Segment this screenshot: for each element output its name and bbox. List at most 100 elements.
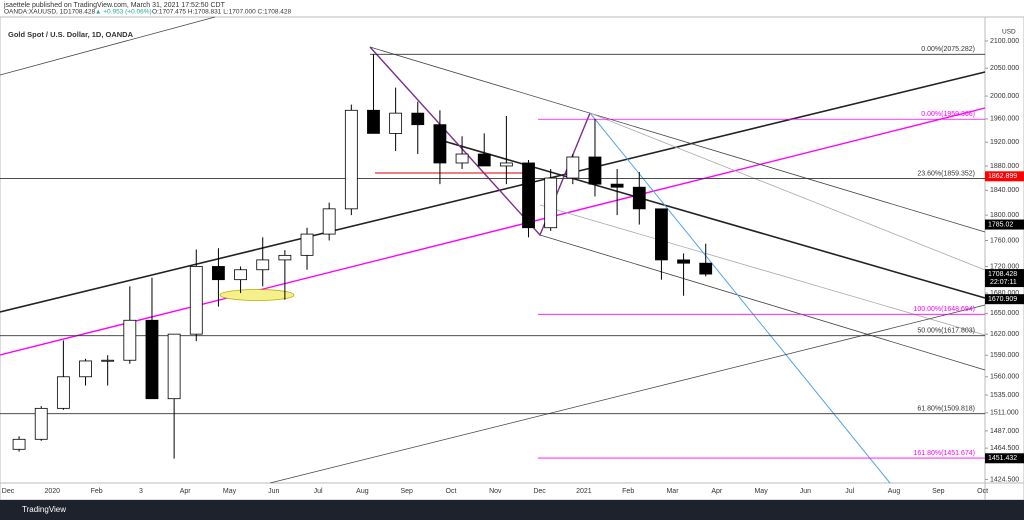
y-tick-label: 1620.000 (990, 331, 1019, 338)
x-tick-label: 3 (139, 488, 143, 495)
candle-body (167, 333, 181, 400)
price-label: 1862.899 (988, 173, 1017, 180)
candle-body (677, 259, 690, 264)
y-tick-label: 2050.000 (990, 65, 1019, 72)
quote: 1708.428 (68, 9, 95, 16)
fib-label: 100.00%(1648.694) (914, 306, 976, 313)
candle-body (189, 266, 203, 335)
symbol: OANDA:XAUUSD, 1D (4, 9, 68, 16)
x-tick-label: Mar (666, 488, 679, 495)
price-label: 1451.432 (988, 455, 1017, 462)
y-tick-label: 1424.500 (990, 476, 1019, 483)
candle-body (123, 319, 137, 361)
fib-label: 23.60%(1859.352) (917, 170, 975, 177)
x-tick-label: Oct (446, 488, 457, 495)
y-tick-label: 1840.000 (990, 187, 1019, 194)
candle-body (389, 112, 403, 134)
y-tick-label: 1487.000 (990, 428, 1019, 435)
candle-body (278, 254, 292, 261)
x-tick-label: Feb (622, 488, 634, 495)
y-tick-label: 1590.000 (990, 352, 1019, 359)
candle-body (56, 376, 70, 409)
x-tick-label: Sep (400, 488, 413, 495)
fib-label: 50.00%(1617.803) (917, 328, 975, 335)
x-tick-label: 2021 (576, 488, 592, 495)
candle-body (655, 208, 668, 261)
price-label: 1708.428 (988, 271, 1017, 278)
candle-body (632, 186, 646, 210)
fib-label: 161.80%(1451.674) (914, 450, 976, 457)
y-tick-label: 1650.000 (990, 310, 1019, 317)
y-tick-label: 1800.000 (990, 212, 1019, 219)
price-label: 1785.02 (988, 221, 1013, 228)
x-tick-label: Jul (314, 488, 323, 495)
x-tick-label: Jun (800, 488, 811, 495)
candle-body (499, 162, 513, 167)
x-tick-label: May (223, 488, 237, 495)
x-tick-label: Feb (91, 488, 103, 495)
countdown: 22:07:11 (990, 279, 1017, 286)
x-tick-label: Jul (845, 488, 854, 495)
fib-label: 0.00%(2075.282) (921, 46, 975, 53)
x-tick-label: Oct (977, 488, 988, 495)
x-tick-label: Aug (888, 488, 901, 495)
y-tick-label: 1680.000 (990, 290, 1019, 297)
x-tick-label: Sep (932, 488, 945, 495)
y-tick-label: 1511.000 (990, 410, 1019, 417)
candle-body (610, 183, 624, 188)
x-tick-label: Dec (533, 488, 546, 495)
candle-body (566, 156, 580, 179)
x-tick-label: Aug (356, 488, 369, 495)
candle-body (522, 162, 535, 229)
candle-body (300, 233, 314, 256)
price-label-box (985, 269, 1024, 288)
candle-body (411, 112, 425, 126)
candle-body (212, 266, 225, 281)
candle-body (477, 153, 491, 167)
currency: USD (1002, 29, 1016, 36)
candle-body (322, 208, 336, 235)
candle-body (79, 360, 92, 378)
ohlc: O:1707.475 H:1708.831 L:1707.000 C:1708.… (152, 9, 292, 16)
y-tick-label: 1880.000 (990, 163, 1019, 170)
y-tick-label: 2000.000 (990, 93, 1019, 100)
x-tick-label: Dec (2, 488, 15, 495)
candle-body (34, 407, 48, 440)
x-tick-label: May (754, 488, 768, 495)
candle-body (455, 153, 469, 164)
price-label-box (985, 294, 1024, 305)
change: ▲ +0.953 (+0.06%) (95, 9, 152, 16)
y-tick-label: 1960.000 (990, 116, 1019, 123)
price-label-box (985, 453, 1024, 464)
y-tick-label: 1760.000 (990, 237, 1019, 244)
candle-body (544, 177, 558, 229)
candle-body (699, 262, 713, 275)
price-label-box (985, 219, 1024, 230)
y-tick-label: 1720.000 (990, 263, 1019, 270)
x-tick-label: Apr (180, 488, 192, 495)
candle-body (344, 109, 358, 210)
candle-body (256, 259, 270, 271)
candle-body (367, 109, 380, 134)
x-tick-label: 2020 (45, 488, 61, 495)
fib-label: 61.80%(1509.818) (917, 406, 975, 413)
y-tick-label: 1464.500 (990, 445, 1019, 452)
y-tick-label: 1535.000 (990, 392, 1019, 399)
y-tick-label: 2100.000 (990, 38, 1019, 45)
candle-body (145, 319, 159, 400)
price-label: 1670.909 (988, 296, 1017, 303)
fib-label: 0.00%(1959.366) (921, 111, 975, 118)
candle-body (101, 359, 115, 362)
chart-title: Gold Spot / U.S. Dollar, 1D, OANDA (8, 30, 134, 39)
candle-body (588, 156, 602, 185)
x-tick-label: Jun (268, 488, 279, 495)
x-tick-label: Nov (489, 488, 502, 495)
x-tick-label: Apr (711, 488, 723, 495)
price-label-box (985, 171, 1024, 182)
drawings (0, 16, 986, 484)
footer-brand[interactable]: TradingView (22, 505, 66, 514)
y-tick-label: 1560.000 (990, 374, 1019, 381)
candle-body (433, 124, 447, 164)
